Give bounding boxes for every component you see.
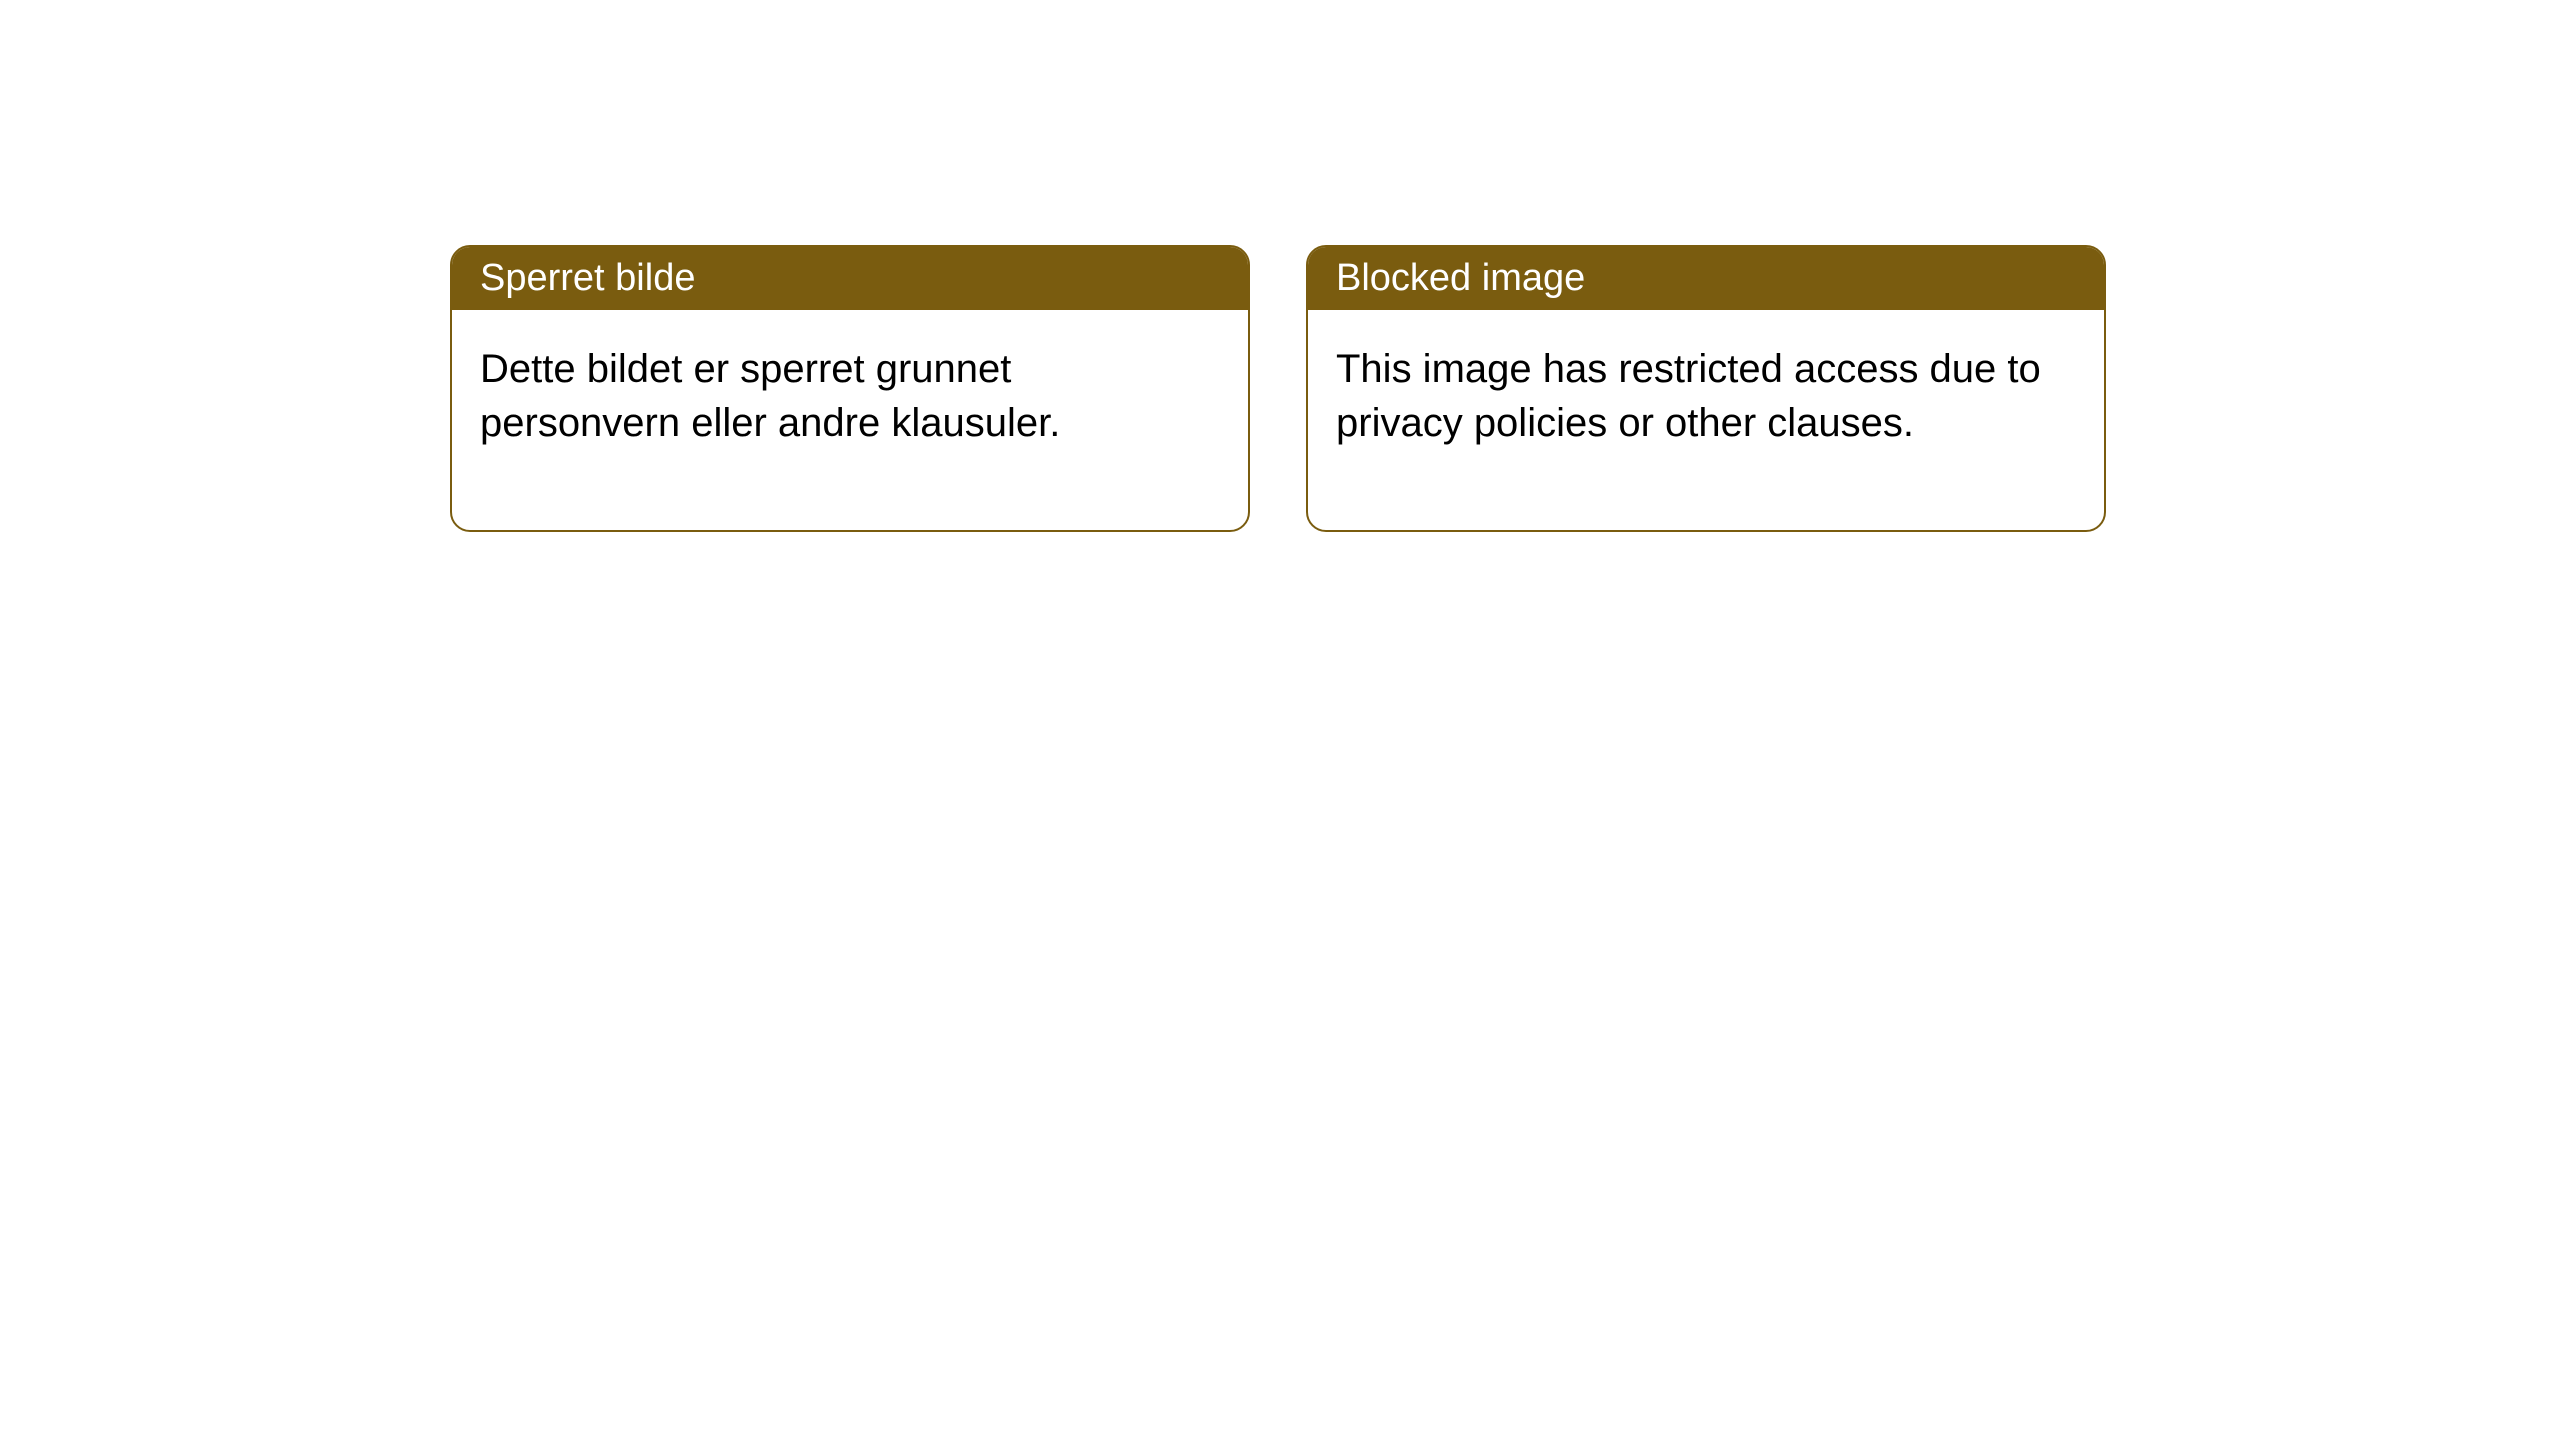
cards-container: Sperret bilde Dette bildet er sperret gr… <box>450 245 2106 532</box>
card-header-no: Sperret bilde <box>452 247 1248 310</box>
card-title-en: Blocked image <box>1336 257 1585 299</box>
blocked-image-card-en: Blocked image This image has restricted … <box>1306 245 2106 532</box>
card-title-no: Sperret bilde <box>480 257 695 299</box>
card-body-en: This image has restricted access due to … <box>1308 310 2104 530</box>
card-header-en: Blocked image <box>1308 247 2104 310</box>
card-body-no: Dette bildet er sperret grunnet personve… <box>452 310 1248 530</box>
card-text-en: This image has restricted access due to … <box>1336 347 2041 445</box>
blocked-image-card-no: Sperret bilde Dette bildet er sperret gr… <box>450 245 1250 532</box>
card-text-no: Dette bildet er sperret grunnet personve… <box>480 347 1060 445</box>
